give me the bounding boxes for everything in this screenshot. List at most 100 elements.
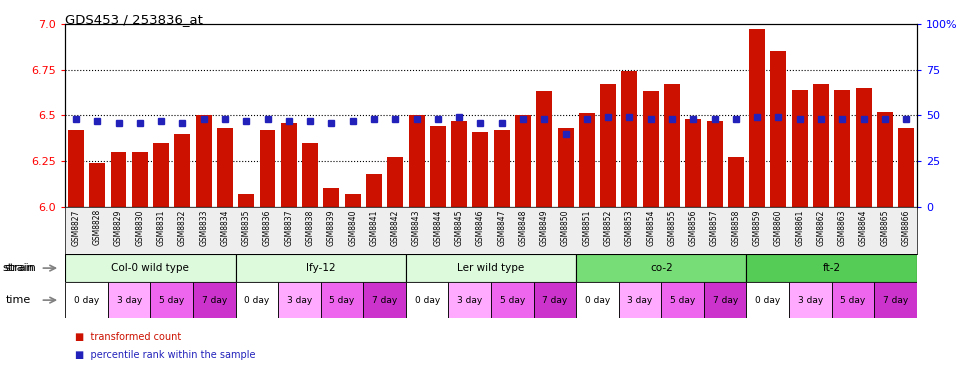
Bar (132, 152, 148, 207)
Text: time: time (6, 295, 31, 305)
Bar (576, 282, 619, 318)
Text: 5 day: 5 day (670, 296, 695, 305)
Text: GSM8865: GSM8865 (880, 209, 889, 246)
Bar (621, 71, 637, 207)
Bar (619, 282, 661, 318)
Bar (492, 282, 534, 318)
Bar (235, 282, 278, 318)
Bar (235, 254, 406, 282)
Text: GDS453 / 253836_at: GDS453 / 253836_at (65, 13, 204, 26)
Bar (151, 282, 193, 318)
Text: 7 day: 7 day (712, 296, 738, 305)
Bar (238, 194, 254, 207)
Bar (600, 84, 616, 207)
Text: 7 day: 7 day (883, 296, 908, 305)
Text: GSM8827: GSM8827 (71, 209, 81, 246)
Text: GSM8858: GSM8858 (732, 209, 740, 246)
Bar (363, 282, 406, 318)
Bar (366, 174, 382, 207)
Bar (302, 143, 318, 207)
Bar (534, 282, 576, 318)
Bar (558, 128, 573, 207)
Text: GSM8846: GSM8846 (476, 209, 485, 246)
Text: GSM8834: GSM8834 (221, 209, 229, 246)
Text: 7 day: 7 day (542, 296, 567, 305)
Bar (193, 282, 235, 318)
Text: GSM8831: GSM8831 (156, 209, 165, 246)
Text: 3 day: 3 day (287, 296, 312, 305)
Text: strain: strain (2, 263, 35, 273)
Bar (789, 282, 831, 318)
Text: GSM8836: GSM8836 (263, 209, 272, 246)
Text: GSM8848: GSM8848 (518, 209, 527, 246)
Bar (537, 92, 552, 207)
Bar (642, 92, 659, 207)
Bar (747, 282, 789, 318)
Text: Col-0 wild type: Col-0 wild type (111, 263, 189, 273)
Text: GSM8842: GSM8842 (391, 209, 399, 246)
Bar (430, 126, 445, 207)
Bar (707, 121, 723, 207)
Bar (661, 282, 704, 318)
Bar (259, 130, 276, 207)
Text: GSM8866: GSM8866 (901, 209, 911, 246)
Text: GSM8837: GSM8837 (284, 209, 294, 246)
Bar (278, 282, 321, 318)
Bar (749, 29, 765, 207)
Bar (834, 90, 851, 207)
Text: GSM8829: GSM8829 (114, 209, 123, 246)
Bar (409, 115, 424, 207)
Text: GSM8850: GSM8850 (561, 209, 570, 246)
Bar (65, 282, 108, 318)
Bar (281, 123, 297, 207)
Text: 0 day: 0 day (585, 296, 611, 305)
Text: 7 day: 7 day (202, 296, 227, 305)
Bar (664, 84, 680, 207)
Text: 5 day: 5 day (500, 296, 525, 305)
Text: GSM8841: GSM8841 (370, 209, 378, 246)
Text: 3 day: 3 day (457, 296, 482, 305)
Bar (345, 194, 361, 207)
Text: GSM8859: GSM8859 (753, 209, 761, 246)
Text: 0 day: 0 day (415, 296, 440, 305)
Bar (65, 254, 235, 282)
Text: GSM8835: GSM8835 (242, 209, 251, 246)
Text: GSM8839: GSM8839 (326, 209, 336, 246)
Text: 5 day: 5 day (329, 296, 354, 305)
Text: GSM8857: GSM8857 (710, 209, 719, 246)
Text: 5 day: 5 day (840, 296, 866, 305)
Text: 5 day: 5 day (159, 296, 184, 305)
Bar (321, 282, 363, 318)
Bar (515, 115, 531, 207)
Bar (728, 157, 744, 207)
Text: GSM8845: GSM8845 (455, 209, 464, 246)
Bar (472, 132, 489, 207)
Bar (406, 254, 576, 282)
Text: co-2: co-2 (650, 263, 673, 273)
Text: 3 day: 3 day (628, 296, 653, 305)
Text: 7 day: 7 day (372, 296, 397, 305)
Text: ■  transformed count: ■ transformed count (75, 332, 181, 343)
Bar (110, 152, 127, 207)
Text: 3 day: 3 day (116, 296, 142, 305)
Text: GSM8861: GSM8861 (795, 209, 804, 246)
Text: GSM8864: GSM8864 (859, 209, 868, 246)
Bar (217, 128, 233, 207)
Text: GSM8844: GSM8844 (433, 209, 443, 246)
Text: GSM8849: GSM8849 (540, 209, 549, 246)
Bar (175, 134, 190, 207)
Bar (448, 282, 492, 318)
Bar (855, 88, 872, 207)
Bar (813, 84, 829, 207)
Bar (899, 128, 914, 207)
Text: GSM8862: GSM8862 (817, 209, 826, 246)
Bar (875, 282, 917, 318)
Text: 3 day: 3 day (798, 296, 823, 305)
Text: GSM8828: GSM8828 (93, 209, 102, 246)
Bar (792, 90, 807, 207)
Bar (89, 163, 106, 207)
Text: GSM8838: GSM8838 (305, 209, 315, 246)
Text: GSM8832: GSM8832 (178, 209, 187, 246)
Text: GSM8847: GSM8847 (497, 209, 506, 246)
Bar (685, 119, 701, 207)
